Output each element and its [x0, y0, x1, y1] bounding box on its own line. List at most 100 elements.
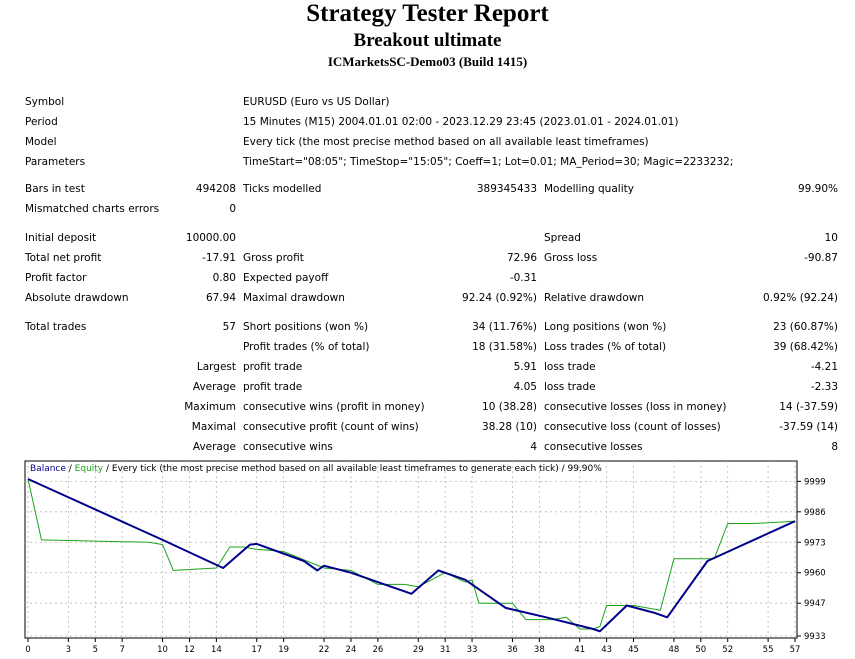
x-tick-label: 43: [601, 645, 612, 655]
loss-trades-value: 39 (68.42%): [773, 341, 838, 353]
symbol-value: EURUSD (Euro vs US Dollar): [243, 96, 390, 108]
x-tick-label: 36: [507, 645, 518, 655]
x-tick-label: 24: [346, 645, 357, 655]
average-prefix: Average: [192, 381, 236, 393]
absolute-drawdown-label: Absolute drawdown: [25, 292, 129, 304]
x-tick-label: 19: [278, 645, 289, 655]
max-consecutive-wins-label: consecutive wins (profit in money): [243, 401, 425, 413]
profit-factor-label: Profit factor: [25, 272, 87, 284]
x-tick-label: 3: [66, 645, 71, 655]
largest-prefix: Largest: [196, 361, 236, 373]
ticks-value: 389345433: [476, 183, 537, 195]
x-tick-label: 7: [119, 645, 124, 655]
balance-equity-chart: 0 3 5 7 10 12 14 17 19 22 24 26 29 31 33 36 38 41 43 45 48 50…: [0, 458, 855, 659]
balance-line: [27, 478, 796, 633]
x-tick-label: 5: [93, 645, 98, 655]
x-tick-label: 52: [722, 645, 733, 655]
period-label: Period: [25, 116, 58, 128]
expected-payoff-value: -0.31: [509, 272, 537, 284]
maximal-prefix: Maximal: [191, 421, 236, 433]
profit-trades-value: 18 (31.58%): [472, 341, 537, 353]
expected-payoff-label: Expected payoff: [243, 272, 329, 284]
server-build: ICMarketsSC-Demo03 (Build 1415): [327, 54, 528, 69]
average-consecutive-prefix: Average: [192, 441, 236, 453]
parameters-label: Parameters: [25, 156, 86, 168]
x-tick-label: 0: [25, 645, 30, 655]
max-consecutive-wins-value: 10 (38.28): [482, 401, 537, 413]
relative-drawdown-value: 0.92% (92.24): [763, 292, 838, 304]
x-tick-label: 22: [319, 645, 330, 655]
x-tick-label: 41: [574, 645, 585, 655]
symbol-label: Symbol: [25, 96, 65, 108]
report-title: Strategy Tester Report: [306, 0, 549, 27]
loss-trades-label: Loss trades (% of total): [544, 341, 667, 353]
model-value: Every tick (the most precise method base…: [243, 136, 649, 148]
average-profit-value: 4.05: [513, 381, 537, 393]
legend-separator: /: [65, 464, 75, 474]
x-tick-label: 57: [790, 645, 801, 655]
short-positions-label: Short positions (won %): [243, 321, 369, 333]
legend-description: / Every tick (the most precise method ba…: [103, 464, 602, 474]
average-consecutive-losses-value: 8: [831, 441, 838, 453]
quality-label: Modelling quality: [544, 183, 634, 195]
maximal-consecutive-profit-label: consecutive profit (count of wins): [243, 421, 419, 433]
average-loss-label: loss trade: [544, 381, 596, 393]
y-tick-label: 9933: [804, 632, 826, 642]
average-consecutive-wins-value: 4: [530, 441, 537, 453]
y-tick-label: 9960: [804, 569, 826, 579]
gross-profit-label: Gross profit: [243, 252, 304, 264]
bars-label: Bars in test: [25, 183, 85, 195]
mismatch-value: 0: [229, 203, 236, 215]
net-profit-value: -17.91: [202, 252, 236, 264]
x-tick-label: 48: [668, 645, 679, 655]
largest-loss-label: loss trade: [544, 361, 596, 373]
long-positions-value: 23 (60.87%): [773, 321, 838, 333]
legend-equity: Equity: [74, 464, 104, 474]
largest-loss-value: -4.21: [810, 361, 838, 373]
y-tick-label: 9947: [804, 599, 826, 609]
chart-series: [27, 478, 796, 633]
y-tick-label: 9999: [804, 477, 826, 487]
equity-line: [27, 478, 796, 630]
chart-ticks: 0 3 5 7 10 12 14 17 19 22 24 26 29 31 33 36 38 41 43 45 48 50…: [25, 477, 825, 655]
x-tick-label: 50: [695, 645, 706, 655]
period-value: 15 Minutes (M15) 2004.01.01 02:00 - 2023…: [243, 116, 679, 128]
chart-legend: Balance / Equity / Every tick (the most …: [30, 463, 602, 475]
bars-value: 494208: [195, 183, 236, 195]
maximal-consecutive-loss-label: consecutive loss (count of losses): [544, 421, 721, 433]
max-consecutive-losses-value: 14 (-37.59): [779, 401, 838, 413]
x-tick-label: 33: [467, 645, 478, 655]
maximum-prefix: Maximum: [184, 401, 236, 413]
y-tick-label: 9973: [804, 538, 826, 548]
legend-balance: Balance: [30, 464, 66, 474]
maximal-consecutive-profit-value: 38.28 (10): [482, 421, 537, 433]
chart-plot-area: [24, 460, 798, 639]
profit-factor-value: 0.80: [212, 272, 236, 284]
net-profit-label: Total net profit: [25, 252, 102, 264]
x-tick-label: 38: [534, 645, 545, 655]
spread-label: Spread: [544, 232, 581, 244]
chart-grid: [25, 461, 797, 638]
profit-trades-label: Profit trades (% of total): [243, 341, 370, 353]
average-loss-value: -2.33: [810, 381, 838, 393]
largest-profit-label: profit trade: [243, 361, 303, 373]
absolute-drawdown-value: 67.94: [205, 292, 236, 304]
x-tick-label: 31: [440, 645, 451, 655]
ticks-label: Ticks modelled: [243, 183, 322, 195]
initial-deposit-label: Initial deposit: [25, 232, 97, 244]
chart-canvas: 0 3 5 7 10 12 14 17 19 22 24 26 29 31 33 36 38 41 43 45 48 50…: [24, 460, 826, 655]
maximal-consecutive-loss-value: -37.59 (14): [779, 421, 838, 433]
relative-drawdown-label: Relative drawdown: [544, 292, 645, 304]
mismatch-label: Mismatched charts errors: [25, 203, 160, 215]
average-consecutive-wins-label: consecutive wins: [243, 441, 333, 453]
parameters-value: TimeStart="08:05"; TimeStop="15:05"; Coe…: [243, 156, 734, 168]
x-tick-label: 29: [413, 645, 424, 655]
maximal-drawdown-label: Maximal drawdown: [243, 292, 345, 304]
largest-profit-value: 5.91: [513, 361, 537, 373]
y-tick-label: 9986: [804, 508, 826, 518]
gross-profit-value: 72.96: [506, 252, 537, 264]
gross-loss-label: Gross loss: [544, 252, 598, 264]
x-tick-label: 12: [184, 645, 195, 655]
x-tick-label: 17: [251, 645, 262, 655]
spread-value: 10: [824, 232, 838, 244]
